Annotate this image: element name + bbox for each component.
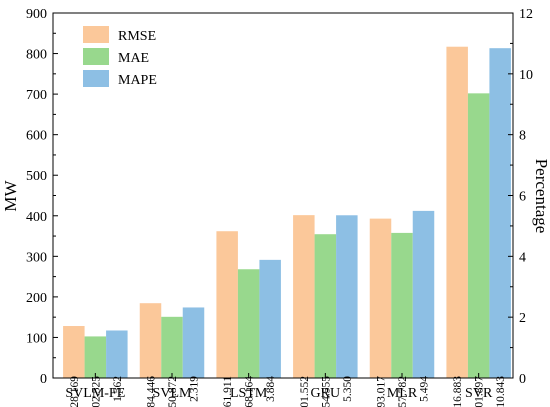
bar-mape-mlr xyxy=(412,210,435,378)
legend-swatch-mape xyxy=(83,70,109,87)
data-label-rmse-svr: 816.883 xyxy=(452,376,464,407)
right-tick-label: 8 xyxy=(519,129,526,144)
data-label-mape-svr: 10.843 xyxy=(495,376,507,407)
data-label-rmse-svlm: 184.446 xyxy=(146,376,158,407)
legend-label-rmse: RMSE xyxy=(118,29,156,44)
data-label-mape-mlr: 5.494 xyxy=(419,376,431,402)
legend-swatch-mae xyxy=(83,48,109,65)
bar-mae-lstm xyxy=(237,269,260,378)
legend-label-mape: MAPE xyxy=(118,73,157,88)
left-tick-label: 500 xyxy=(26,169,47,184)
data-label-mape-svlm-fe: 1.562 xyxy=(112,376,124,402)
data-label-rmse-gru: 401.552 xyxy=(299,376,311,407)
bar-mape-svr xyxy=(489,48,511,379)
left-tick-label: 700 xyxy=(26,88,47,103)
right-tick-label: 4 xyxy=(519,250,526,265)
data-label-mae-lstm: 268.164 xyxy=(244,376,256,407)
data-label-mae-svlm: 150.872 xyxy=(167,376,179,407)
right-tick-label: 0 xyxy=(519,372,526,387)
legend-label-mae: MAE xyxy=(118,51,149,66)
left-tick-label: 200 xyxy=(26,291,47,306)
plot-frame xyxy=(52,12,514,379)
right-tick-label: 2 xyxy=(519,311,526,326)
bar-mae-mlr xyxy=(391,232,413,378)
left-tick-label: 900 xyxy=(26,7,47,22)
x-tick-label-svlm-fe: SVLM-FE xyxy=(65,386,125,401)
data-label-mape-gru: 5.350 xyxy=(342,376,354,402)
left-tick-label: 300 xyxy=(26,250,47,265)
x-tick-label-lstm: LSTM xyxy=(230,386,268,401)
left-axis: 0 100 200 300 400 500 600 700 800 900 xyxy=(26,7,58,387)
bar-rmse-mlr xyxy=(369,218,392,378)
left-tick-label: 0 xyxy=(40,372,47,387)
right-tick-label: 12 xyxy=(519,7,533,22)
bar-mae-svlm-fe xyxy=(84,336,107,378)
bar-rmse-svlm-fe xyxy=(63,326,85,378)
data-label-mae-svlm-fe: 102.525 xyxy=(90,376,102,407)
right-tick-label: 10 xyxy=(519,68,533,83)
left-tick-label: 600 xyxy=(26,129,47,144)
right-axis-title: Percentage xyxy=(532,159,550,234)
bar-mape-svlm xyxy=(182,307,205,378)
x-tick-label-mlr: MLR xyxy=(387,386,418,401)
left-tick-label: 800 xyxy=(26,48,47,63)
data-label-rmse-mlr: 393.017 xyxy=(376,376,388,407)
data-label-mape-lstm: 3.884 xyxy=(265,376,277,402)
bar-mae-gru xyxy=(314,234,337,378)
data-label-rmse-svlm-fe: 128.169 xyxy=(69,376,81,407)
bar-rmse-lstm xyxy=(216,231,238,378)
bar-mape-svlm-fe xyxy=(106,330,128,378)
data-label-mae-svr: 701.897 xyxy=(474,376,486,407)
data-label-mae-gru: 354.555 xyxy=(320,376,332,407)
x-axis: SVLM-FE SVLM LSTM GRU MLR SVR xyxy=(65,373,493,401)
x-tick-label-svlm: SVLM xyxy=(153,386,192,401)
bar-rmse-svlm xyxy=(139,303,162,378)
data-label-mape-svlm: 2.319 xyxy=(189,376,201,402)
right-axis: 0 2 4 6 8 10 12 xyxy=(508,7,533,387)
x-tick-label-gru: GRU xyxy=(311,386,341,401)
bar-rmse-svr xyxy=(446,46,468,379)
left-axis-title: MW xyxy=(1,179,20,211)
legend: RMSE MAE MAPE xyxy=(83,26,157,88)
data-label-mae-mlr: 357.782 xyxy=(397,376,409,407)
bar-rmse-gru xyxy=(293,215,315,378)
bar-mape-lstm xyxy=(259,259,281,378)
data-label-rmse-lstm: 361.911 xyxy=(222,376,234,407)
bars-group xyxy=(63,46,511,379)
bar-mae-svlm xyxy=(161,316,183,378)
left-tick-label: 400 xyxy=(26,210,47,225)
x-tick-label-svr: SVR xyxy=(465,386,493,401)
left-tick-label: 100 xyxy=(26,331,47,346)
bar-mae-svr xyxy=(467,93,490,379)
legend-swatch-rmse xyxy=(83,26,109,43)
bar-labels-group: 128.169 102.525 1.562 184.446 150.872 2.319 36… xyxy=(69,376,507,407)
bar-mape-gru xyxy=(336,215,358,378)
right-tick-label: 6 xyxy=(519,190,526,205)
